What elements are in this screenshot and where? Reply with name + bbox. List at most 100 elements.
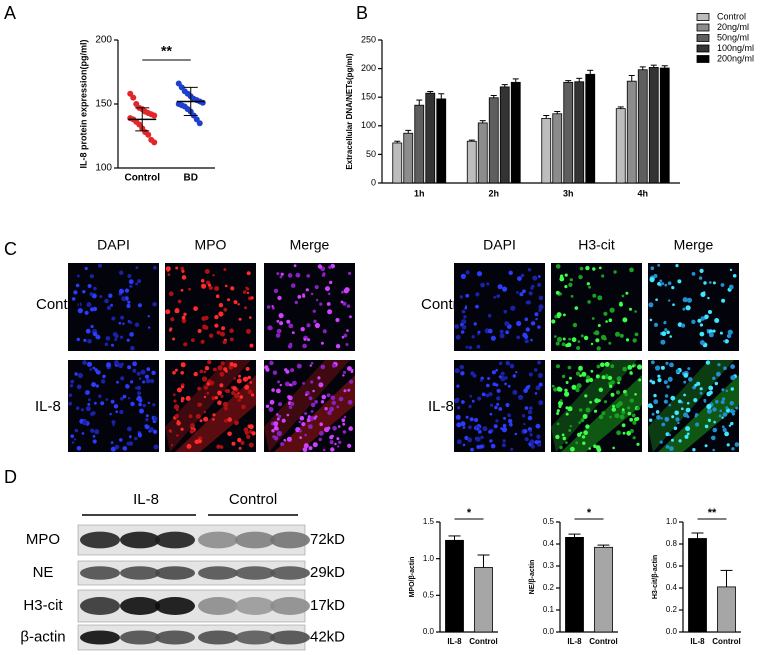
cell (277, 380, 281, 384)
cell (569, 376, 572, 380)
cell (585, 265, 590, 271)
cell (653, 399, 659, 405)
group-label: Control (229, 491, 277, 508)
cell (127, 397, 131, 400)
cell (682, 307, 686, 311)
cell (130, 380, 134, 384)
cell (534, 312, 539, 317)
cell (298, 429, 302, 433)
cell (669, 446, 674, 451)
blot-band (270, 630, 310, 645)
bar (488, 97, 499, 184)
cell (248, 442, 254, 448)
cell (269, 360, 274, 366)
cell (120, 362, 124, 366)
cell (707, 418, 712, 422)
cell (687, 367, 691, 371)
cell (657, 282, 661, 286)
cell (568, 282, 573, 287)
row-label: Control (36, 296, 84, 313)
cell (685, 305, 691, 311)
cell (246, 271, 251, 276)
cell (135, 266, 139, 269)
cell (498, 361, 503, 366)
cell (664, 394, 669, 398)
cell (219, 383, 224, 388)
cell (553, 387, 558, 392)
cell (725, 408, 731, 413)
cell (89, 368, 93, 371)
cell (344, 287, 350, 293)
cell (240, 440, 245, 445)
cell (475, 292, 480, 297)
cell (720, 283, 725, 287)
cell (565, 412, 569, 416)
blot-band (235, 630, 275, 645)
cell (195, 413, 201, 419)
size-label: 42kD (310, 628, 345, 645)
cell (321, 394, 327, 400)
cell (276, 388, 281, 394)
cell (575, 441, 579, 445)
cell (480, 435, 484, 440)
cell (281, 418, 286, 423)
cell (132, 361, 138, 367)
cell (289, 383, 292, 387)
cell (671, 415, 675, 419)
cell (505, 330, 509, 335)
row-label: MPO (26, 531, 60, 548)
cell (516, 291, 519, 294)
cell (327, 410, 332, 415)
cell (128, 279, 134, 285)
x-tick-label: Control (124, 173, 160, 184)
x-tick-label: Control (712, 637, 740, 646)
cell (112, 332, 118, 337)
cell (137, 279, 142, 284)
cell (456, 384, 460, 388)
cell (199, 436, 203, 440)
cell (523, 388, 528, 394)
cell (477, 396, 482, 401)
cell (626, 430, 632, 436)
cell (691, 272, 696, 276)
bar (552, 113, 563, 184)
cell (326, 302, 331, 306)
cell (675, 369, 680, 374)
group-label: IL-8 (133, 491, 159, 508)
cell (593, 444, 597, 449)
cell (200, 279, 205, 283)
cell (346, 329, 349, 332)
cell (556, 386, 562, 392)
cell (528, 372, 533, 377)
cell (567, 365, 572, 370)
cell (332, 426, 337, 431)
cell (699, 268, 704, 273)
cell (76, 337, 81, 342)
cell (277, 295, 282, 301)
cell (718, 414, 722, 418)
cell (596, 364, 601, 369)
cell (625, 338, 630, 342)
cell (181, 269, 185, 273)
cell (109, 412, 112, 416)
cell (118, 288, 124, 294)
cell (529, 433, 533, 437)
cell (576, 346, 581, 350)
cell (704, 424, 709, 429)
cell (485, 393, 490, 398)
cell (330, 447, 335, 452)
cell (302, 447, 308, 453)
cell (94, 368, 98, 372)
cell (306, 323, 311, 328)
cell (279, 275, 283, 279)
cell (519, 292, 524, 297)
cell (222, 401, 229, 408)
y-tick-label: 0 (371, 177, 376, 187)
cell (144, 424, 149, 429)
cell (564, 285, 568, 289)
cell (556, 336, 563, 343)
cell (524, 406, 529, 410)
cell (331, 400, 336, 405)
cell (249, 316, 252, 319)
bar (585, 73, 596, 184)
